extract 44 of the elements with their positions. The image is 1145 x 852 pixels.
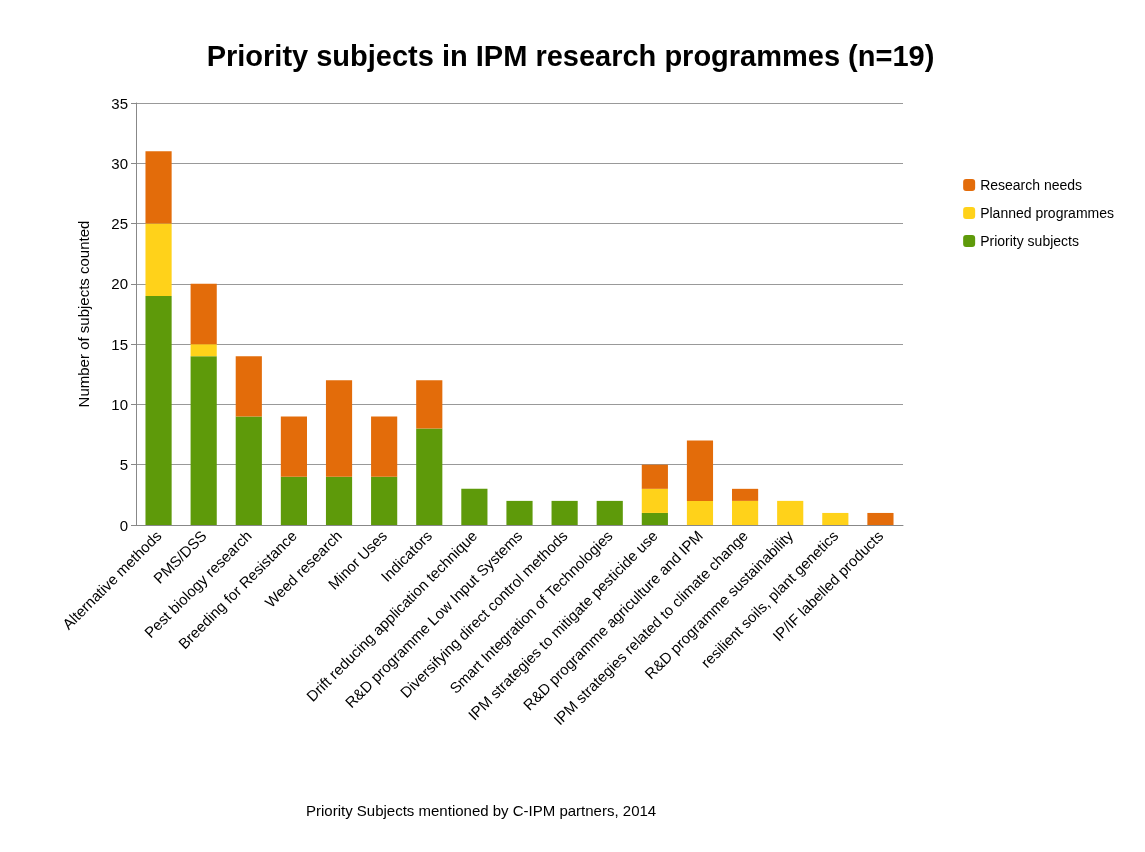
bar	[732, 500, 759, 525]
bar	[641, 464, 668, 489]
y-tick-label: 10	[111, 395, 128, 413]
bar	[686, 440, 714, 501]
bar	[190, 283, 217, 345]
y-tick-label: 30	[111, 154, 128, 172]
bar	[280, 416, 307, 477]
bar	[596, 500, 623, 525]
y-tick-label: 15	[111, 335, 128, 353]
y-axis-title: Number of subjects counted	[75, 220, 92, 408]
y-tick-label: 0	[119, 516, 128, 534]
bar	[190, 344, 217, 357]
bar	[190, 356, 217, 525]
bar	[732, 488, 759, 501]
bar	[641, 488, 668, 513]
bar	[822, 512, 849, 525]
legend-label: Research needs	[980, 177, 1083, 193]
bar	[325, 380, 353, 477]
bar	[686, 500, 714, 525]
bar	[416, 380, 443, 429]
bar	[145, 295, 172, 525]
bar	[506, 500, 533, 525]
chart-title: Priority subjects in IPM research programmes (n=19)	[206, 39, 935, 72]
bar	[777, 500, 804, 525]
y-tick-label: 5	[119, 456, 128, 474]
bar	[371, 476, 398, 525]
bar	[145, 151, 172, 224]
bar	[235, 416, 262, 525]
bar	[641, 512, 668, 525]
legend-label: Priority subjects	[980, 233, 1079, 249]
y-tick-label: 20	[111, 275, 128, 293]
legend-label: Planned programmes	[980, 205, 1115, 221]
y-tick-label: 25	[111, 215, 128, 233]
bar	[867, 512, 894, 525]
bar	[145, 223, 172, 296]
bar	[371, 416, 398, 477]
bar	[416, 428, 443, 525]
y-tick-label: 35	[111, 94, 128, 112]
bar	[235, 356, 262, 417]
bar	[325, 476, 353, 525]
bar	[551, 500, 578, 525]
text: Priority Subjects mentioned by C-IPM partners, 2014	[306, 802, 657, 819]
bar	[461, 488, 488, 525]
bar	[280, 476, 307, 525]
